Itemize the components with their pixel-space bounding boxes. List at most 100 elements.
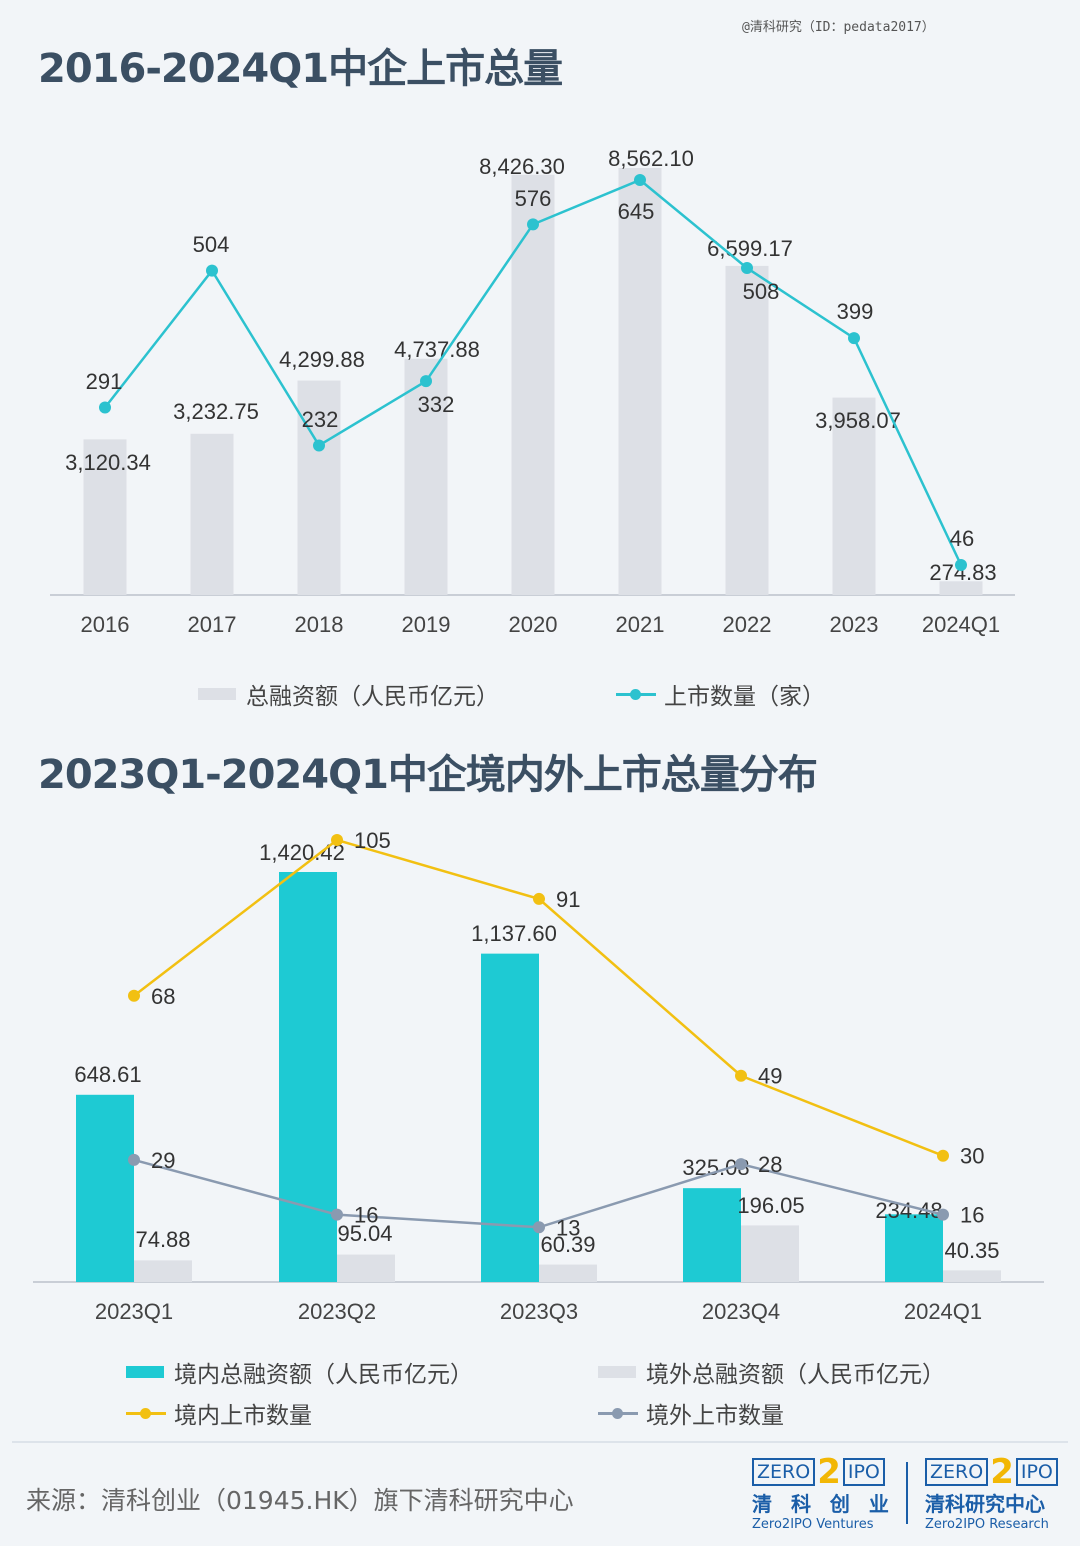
logo-numeral: 2 [990,1452,1014,1492]
bar-value-label: 3,958.07 [815,408,901,433]
legend-item-domestic-financing: 境内总融资额（人民币亿元） [126,1355,473,1389]
line-value-label: 91 [556,887,580,912]
line-value-label: 29 [151,1148,175,1173]
bar-value-label: 648.61 [74,1062,141,1087]
bar-domestic-financing [481,953,539,1282]
bar-value-label: 234.48 [875,1198,942,1223]
legend-item-domestic-count: 境内上市数量 [126,1396,312,1430]
bar-value-label: 8,562.10 [608,146,694,171]
bar-overseas-financing [741,1225,799,1282]
bar-total-financing [618,168,662,595]
bar-domestic-financing [885,1214,943,1282]
line-point [937,1208,949,1221]
line-point [634,174,646,186]
x-tick-label: 2018 [295,612,344,637]
bar-value-label: 8,426.30 [479,154,565,179]
line-point [848,332,860,345]
bar-value-label: 196.05 [737,1193,804,1218]
line-point [955,559,967,571]
logo-word: IPO [1015,1458,1058,1486]
bar-overseas-financing [134,1260,192,1282]
logo-numeral: 2 [817,1452,841,1492]
legend-item-total-financing: 总融资额（人民币亿元） [198,677,499,711]
line-value-label: 232 [302,407,339,432]
logo-word: ZERO [752,1458,816,1486]
x-tick-label: 2023 [830,612,879,637]
line-point [937,1149,949,1162]
bar-overseas-financing [943,1270,1001,1282]
bar-total-financing [190,433,234,595]
bar-value-label: 4,299.88 [279,347,365,372]
line-value-label: 291 [86,369,123,394]
line-value-label: 13 [556,1215,580,1240]
x-tick-label: 2024Q1 [922,612,1000,637]
line-point [735,1158,747,1171]
line-point [533,1221,545,1234]
bar-total-financing [297,380,341,595]
x-tick-label: 2022 [723,612,772,637]
chart-title-1: 2016-2024Q1中企上市总量 [38,46,563,92]
legend-swatch-line [126,1406,166,1420]
bar-domestic-financing [683,1188,741,1282]
logo-word: ZERO [925,1458,989,1486]
line-value-label: 105 [354,828,391,853]
legend-item-overseas-financing: 境外总融资额（人民币亿元） [598,1355,945,1389]
line-value-label: 68 [151,984,175,1009]
x-tick-label: 2016 [81,612,130,637]
watermark: @清科研究（ID：pedata2017） [742,20,935,35]
line-point [527,218,539,231]
x-tick-label: 2024Q1 [904,1299,982,1324]
x-tick-label: 2023Q2 [298,1299,376,1324]
x-tick-label: 2020 [509,612,558,637]
legend-label: 上市数量（家） [664,684,825,710]
bar-value-label: 74.88 [135,1227,190,1252]
bar-overseas-financing [337,1254,395,1282]
line-value-label: 399 [837,299,874,324]
line-value-label: 49 [758,1064,782,1089]
logo-zero2ipo-ventures: ZERO 2 IPO 清 科 创 业 Zero2IPO Ventures [752,1452,895,1532]
logo-zero2ipo-research: ZERO 2 IPO 清科研究中心 Zero2IPO Research [925,1452,1065,1532]
bar-value-label: 60.39 [540,1232,595,1257]
bar-overseas-financing [539,1264,597,1282]
bar-domestic-financing [279,872,337,1282]
x-tick-label: 2021 [616,612,665,637]
legend-swatch-bar [198,688,236,700]
line-value-label: 504 [193,232,230,257]
line-value-label: 508 [743,279,780,304]
x-tick-label: 2017 [188,612,237,637]
line-point [128,989,140,1002]
line-value-label: 30 [960,1144,984,1169]
source-note: 来源：清科创业（01945.HK）旗下清科研究中心 [26,1486,574,1515]
line-point [533,892,545,905]
x-tick-label: 2023Q3 [500,1299,578,1324]
logo-en-text: Zero2IPO Ventures [752,1517,874,1532]
line-value-label: 332 [418,392,455,417]
line-value-label: 576 [515,186,552,211]
bar-total-financing [725,265,769,595]
line-point [741,262,753,275]
legend-swatch-bar [126,1366,164,1378]
logo-separator [906,1462,908,1524]
logo-en-text: Zero2IPO Research [925,1517,1049,1532]
logo-word: IPO [842,1458,885,1486]
legend-label: 境外上市数量 [646,1403,784,1429]
legend-swatch-line [616,687,656,701]
bar-value-label: 3,232.75 [173,399,259,424]
legend-label: 境内总融资额（人民币亿元） [174,1362,473,1388]
logo-cn-text: 清科研究中心 [925,1492,1045,1516]
chart-annual-listings: 2016 2017 2018 2019 2020 2021 2022 2023 2024Q1 3,… [50,146,1015,637]
bar-value-label: 1,137.60 [471,921,557,946]
bar-domestic-financing [76,1094,134,1282]
chart-quarterly-distribution: 2023Q1 2023Q2 2023Q3 2023Q4 2024Q1648.611,42… [33,828,1044,1324]
bar-value-label: 40.35 [944,1238,999,1263]
line-value-label: 46 [950,526,974,551]
x-tick-label: 2019 [402,612,451,637]
x-tick-label: 2023Q1 [95,1299,173,1324]
bar-total-financing [83,439,127,595]
legend-label: 境外总融资额（人民币亿元） [646,1362,945,1388]
logo-cn-text: 清 科 创 业 [752,1492,895,1516]
legend-swatch-line [598,1406,638,1420]
chart-title-2: 2023Q1-2024Q1中企境内外上市总量分布 [38,752,818,798]
line-point [420,375,432,388]
line-point [206,264,218,277]
